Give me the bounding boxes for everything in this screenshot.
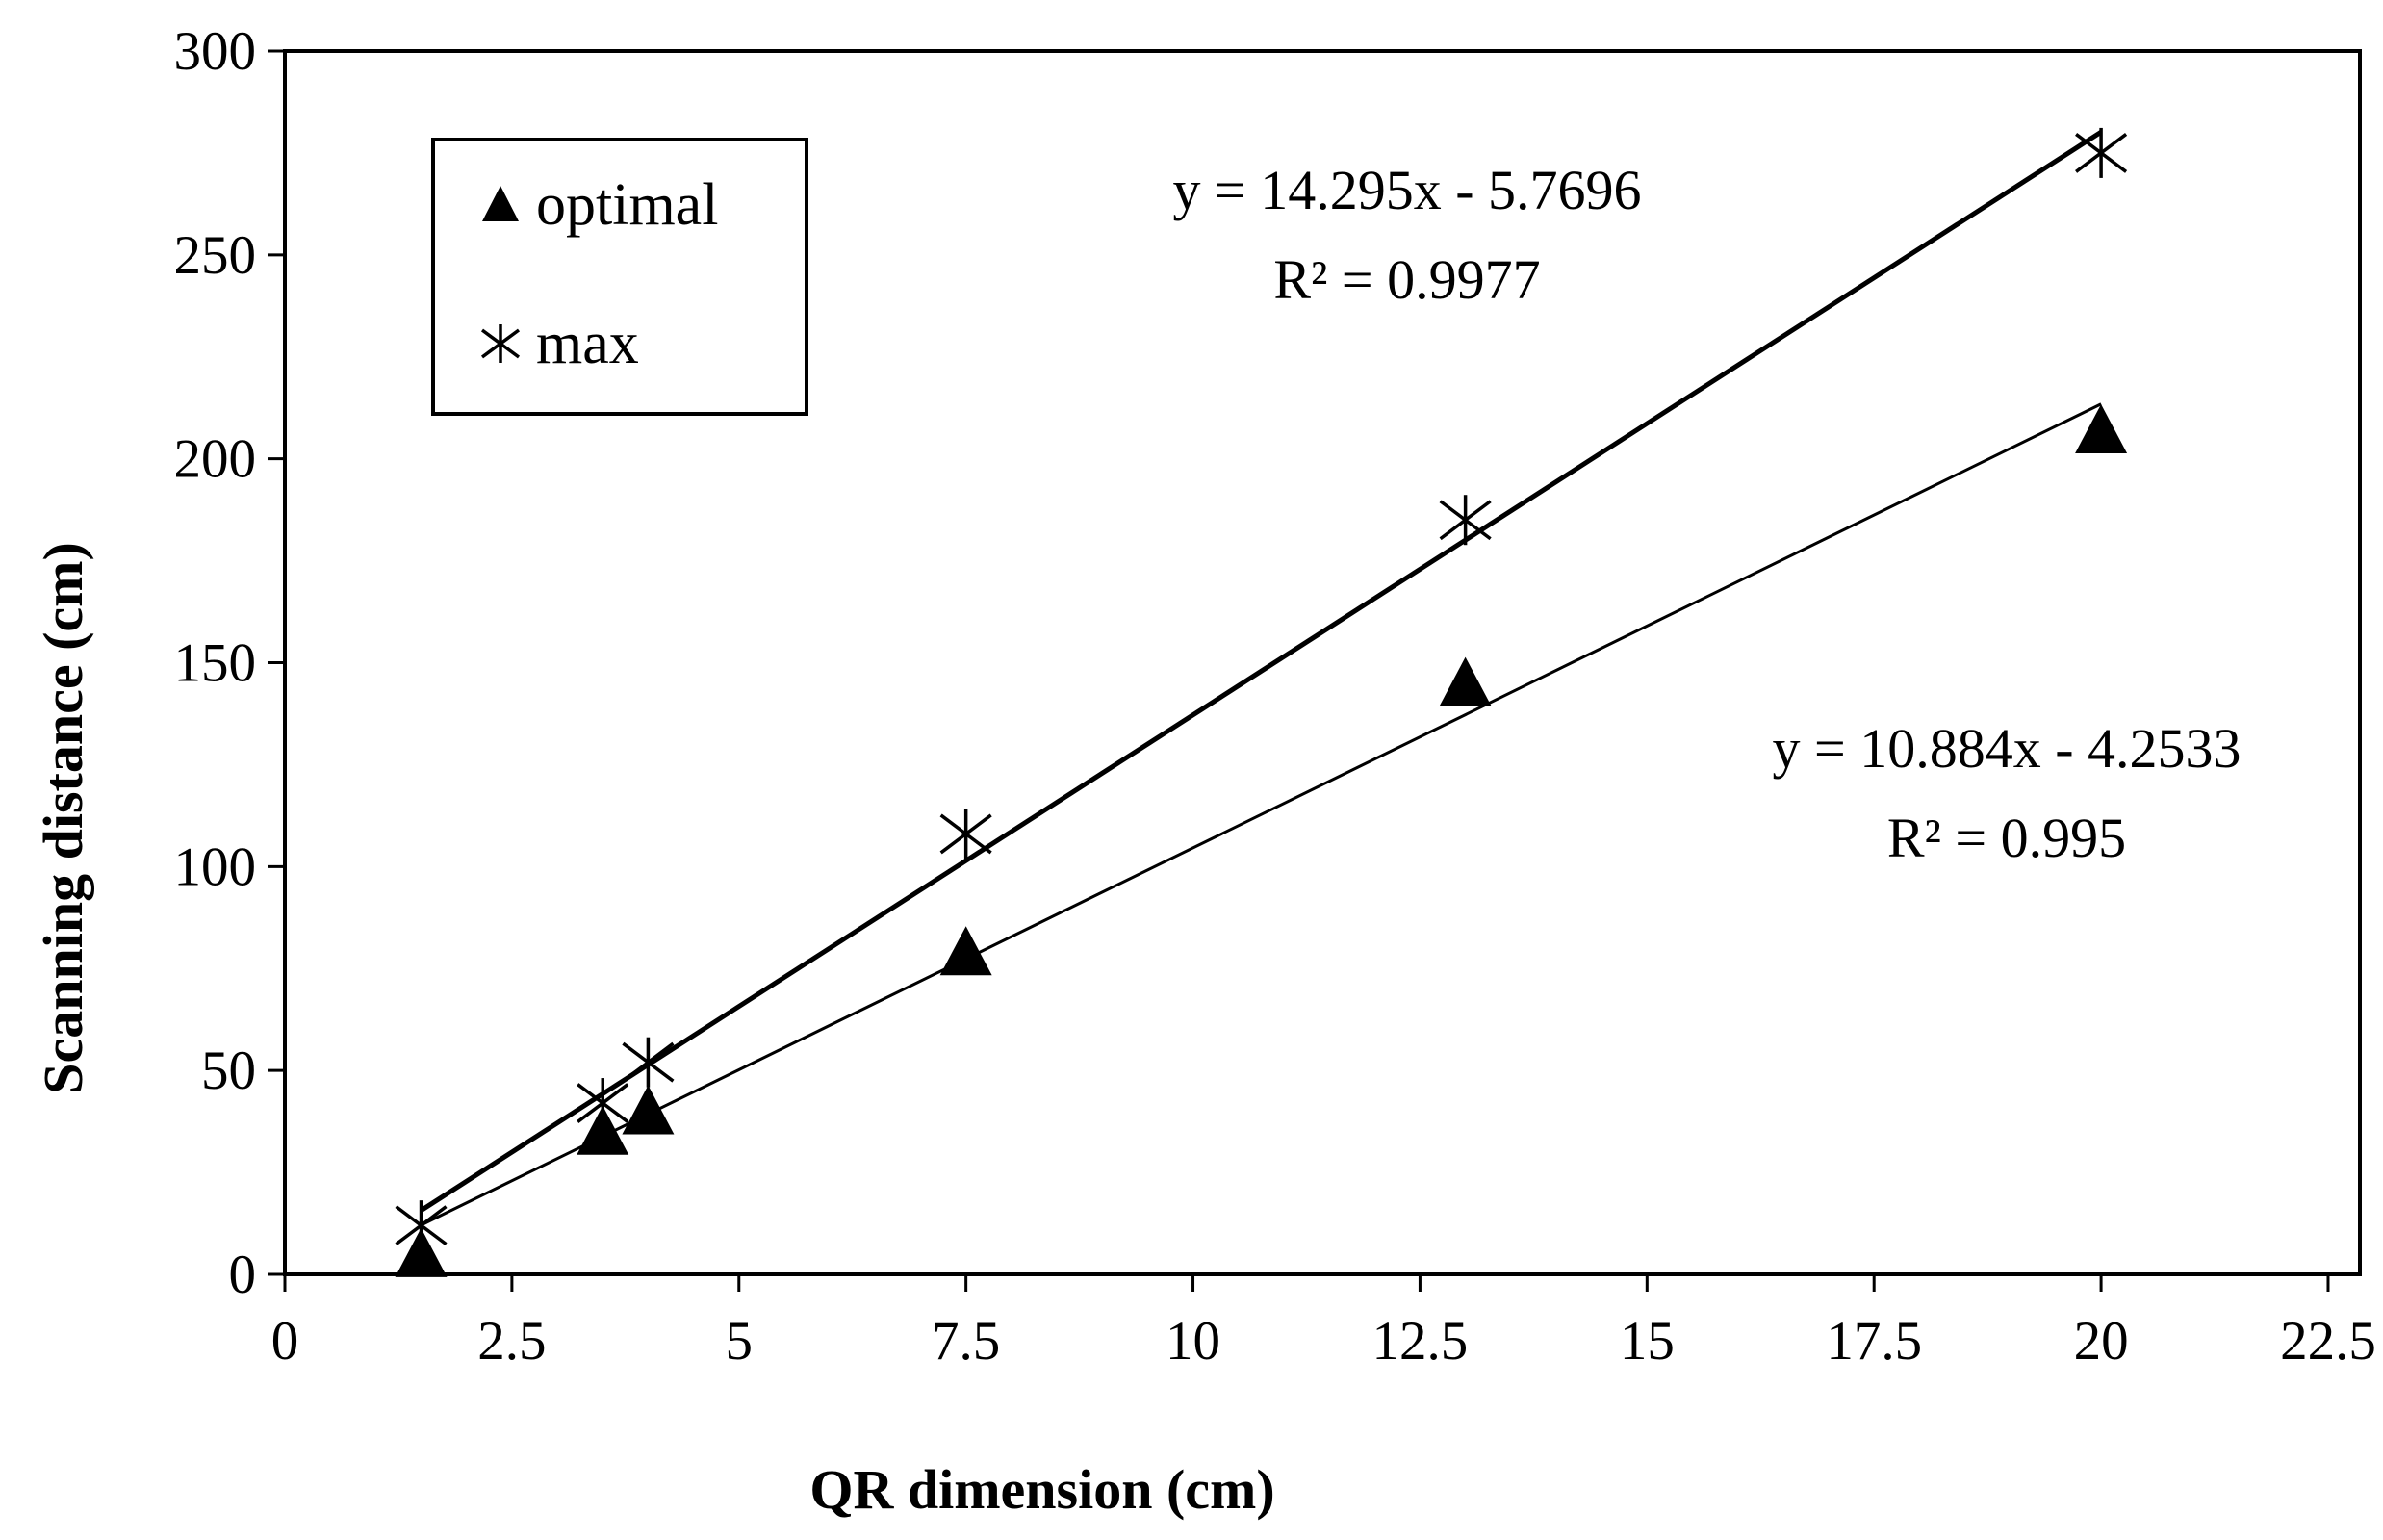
legend: optimal max	[431, 138, 808, 416]
optimal-point	[1439, 656, 1492, 706]
legend-max-marker	[480, 324, 521, 363]
max-point	[1439, 495, 1492, 546]
optimal-point	[622, 1085, 675, 1135]
optimal-trendline	[420, 402, 2102, 1227]
optimal-point	[395, 1227, 448, 1277]
data-points	[395, 127, 2128, 1277]
max-point	[2075, 127, 2128, 178]
legend-max-label: max	[536, 311, 639, 376]
max-trendline-equation: y = 14.295x - 5.7696	[1172, 159, 1641, 221]
optimal-trendline-r2: R² = 0.995	[1887, 807, 2126, 869]
optimal-point	[939, 926, 992, 976]
x-tick-label: 12.5	[1372, 1311, 1469, 1372]
y-axis-title: Scanning distance (cm)	[32, 542, 94, 1094]
trendlines	[420, 130, 2103, 1227]
axes: 0 2.5 5 7.5 10 12.5 15 17.5 20 22.5 0 50 100 150 200 25…	[174, 21, 2376, 1372]
max-point	[395, 1200, 448, 1251]
x-axis-title: QR dimension (cm)	[809, 1458, 1274, 1521]
y-tick-label: 200	[174, 429, 257, 490]
x-tick-label: 22.5	[2280, 1311, 2376, 1372]
x-tick-label: 2.5	[477, 1311, 546, 1372]
max-point	[622, 1037, 675, 1088]
legend-optimal-label: optimal	[536, 172, 718, 238]
max-trendline-r2: R² = 0.9977	[1273, 248, 1540, 311]
optimal-point	[2075, 404, 2128, 454]
y-tick-label: 300	[174, 21, 257, 82]
y-tick-label: 150	[174, 633, 257, 694]
x-tick-label: 5	[726, 1311, 754, 1372]
max-trendline	[420, 130, 2103, 1213]
optimal-trendline-equation: y = 10.884x - 4.2533	[1772, 717, 2241, 780]
max-point	[577, 1078, 629, 1129]
optimal-point	[577, 1105, 629, 1155]
x-tick-label: 10	[1166, 1311, 1220, 1372]
x-tick-label: 20	[2074, 1311, 2129, 1372]
y-tick-label: 50	[201, 1040, 256, 1101]
legend-optimal-marker	[482, 186, 519, 221]
y-tick-label: 0	[229, 1245, 257, 1305]
x-tick-label: 7.5	[932, 1311, 1000, 1372]
legend-box	[431, 138, 808, 416]
max-point	[939, 808, 992, 860]
x-tick-label: 0	[271, 1311, 299, 1372]
x-tick-label: 15	[1620, 1311, 1675, 1372]
y-tick-label: 100	[174, 836, 257, 897]
y-tick-label: 250	[174, 225, 257, 286]
x-tick-label: 17.5	[1826, 1311, 1922, 1372]
